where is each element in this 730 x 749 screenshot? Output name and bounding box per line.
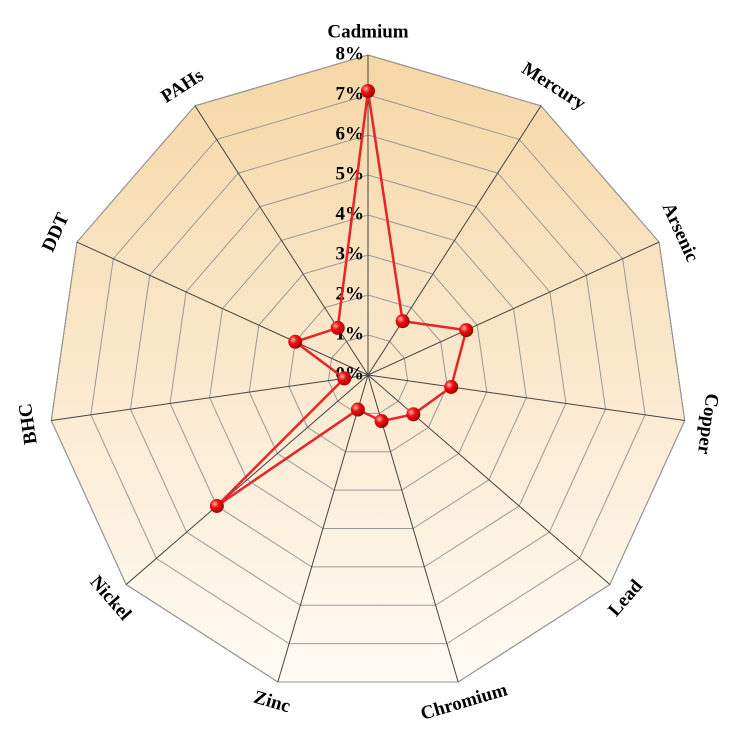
grid-ring — [90, 94, 646, 645]
data-point — [406, 407, 421, 422]
data-point — [444, 379, 459, 394]
category-label: BHC — [15, 402, 42, 446]
data-line — [215, 90, 468, 508]
data-point — [361, 84, 375, 98]
category-label: Copper — [693, 392, 723, 456]
category-label: DDT — [38, 210, 74, 256]
data-point — [288, 334, 303, 349]
spoke — [367, 241, 660, 376]
spoke — [367, 105, 542, 376]
grid-ring — [288, 294, 448, 453]
r-tick-label: 8% — [336, 43, 365, 64]
grid-ring — [209, 214, 527, 530]
grid-ring — [50, 54, 686, 683]
r-tick-label: 5% — [336, 163, 365, 184]
category-label: PAHs — [157, 65, 207, 108]
data-point — [374, 414, 389, 429]
r-tick-label: 3% — [336, 243, 365, 264]
category-label: Cadmium — [327, 21, 408, 42]
spoke — [367, 374, 685, 422]
r-tick-label: 2% — [336, 283, 365, 304]
category-label: Arsenic — [658, 200, 703, 265]
r-tick-label: 7% — [336, 83, 365, 104]
spoke — [125, 374, 369, 585]
grid-ring — [169, 174, 567, 568]
data-point — [459, 323, 474, 338]
category-label: Chromium — [418, 679, 510, 724]
spoke — [277, 374, 369, 683]
grid-ring — [248, 254, 488, 491]
data-point — [209, 498, 224, 513]
data-point — [330, 320, 345, 335]
r-tick-label: 6% — [336, 123, 365, 144]
spoke — [51, 374, 369, 422]
category-label: Zinc — [251, 687, 292, 718]
data-point — [350, 402, 365, 417]
data-point — [337, 371, 352, 386]
r-tick-label: 4% — [336, 203, 365, 224]
grid-ring — [129, 134, 607, 606]
spoke — [76, 241, 369, 376]
data-point — [395, 314, 410, 329]
